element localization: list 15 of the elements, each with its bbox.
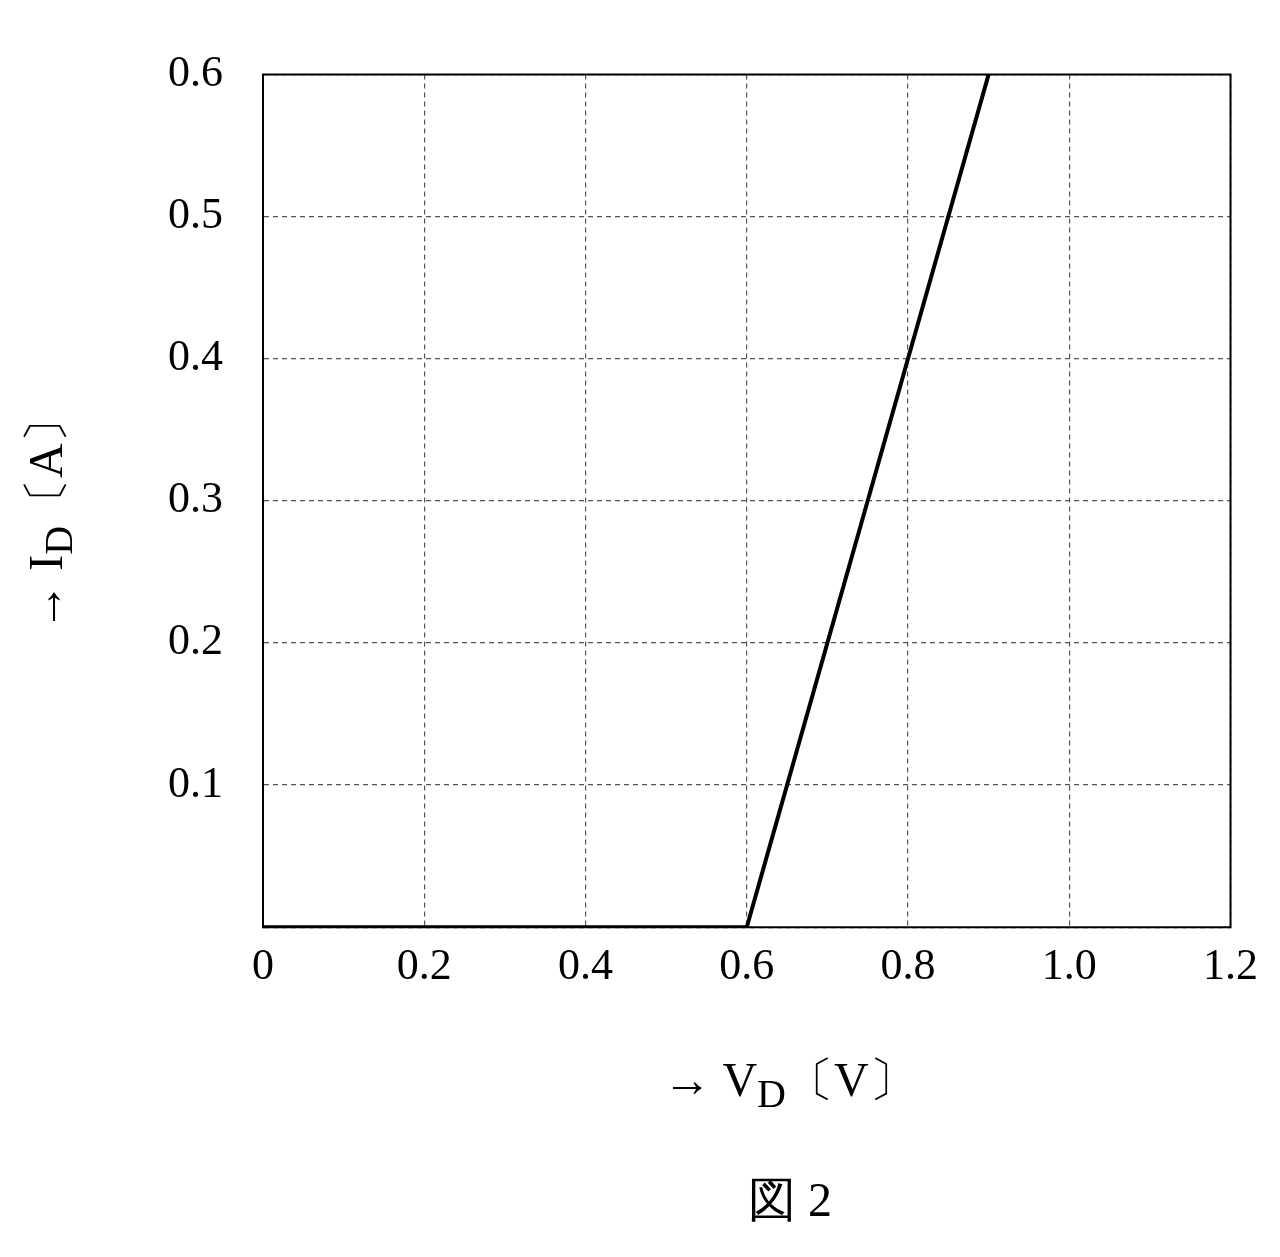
y-tick-label: 0.5 xyxy=(168,189,223,239)
text: 図 2 xyxy=(747,1172,833,1228)
x-tick-label: 1.0 xyxy=(1041,940,1097,990)
x-tick-label: 0.6 xyxy=(719,940,775,990)
x-tick-label: 0.4 xyxy=(558,940,613,990)
y-tick-label: 0.1 xyxy=(168,757,223,807)
x-tick-label: 1.2 xyxy=(1203,940,1258,990)
x-axis-title: → V$_{D}$〔V〕 xyxy=(663,1053,917,1116)
x-tick-label: 0.8 xyxy=(880,940,936,990)
x-tick-label: 0 xyxy=(252,940,274,990)
y-tick-label: 0.6 xyxy=(168,46,223,96)
y-tick-label: 0.4 xyxy=(168,331,223,381)
x-tick-label: 0.2 xyxy=(396,940,452,990)
y-tick-label: 0.3 xyxy=(168,473,223,523)
y-tick-label: 0.2 xyxy=(168,615,223,665)
